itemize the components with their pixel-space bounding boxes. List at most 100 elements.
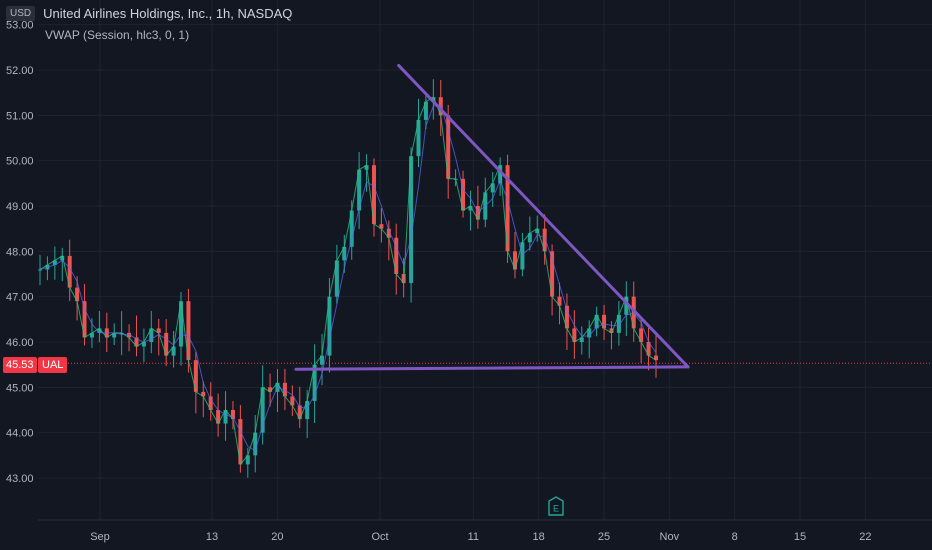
y-tick-label: 43.00 [6, 473, 34, 485]
grid [38, 0, 932, 520]
candle-body [505, 165, 510, 252]
candle-body [320, 355, 325, 365]
y-tick-label: 48.00 [6, 246, 34, 258]
candle-body [386, 228, 391, 238]
candle-body [305, 400, 310, 420]
y-tick-label: 49.00 [6, 201, 34, 213]
trendline-descending [397, 63, 690, 369]
candle-body [594, 314, 599, 329]
candle-body [639, 328, 644, 342]
y-tick-label: 47.00 [6, 292, 34, 304]
symbol-tag: UAL [38, 357, 68, 373]
candle-body [312, 364, 317, 401]
candle-body [520, 242, 525, 270]
candle-body [245, 455, 250, 465]
x-tick-label: 8 [732, 531, 738, 543]
candle-body [334, 260, 339, 297]
symbol-title[interactable]: United Airlines Holdings, Inc., 1h, NASD… [43, 6, 293, 21]
candle-body [535, 228, 540, 234]
candle-body [52, 260, 57, 265]
y-tick-label: 50.00 [6, 156, 34, 168]
x-tick-label: 20 [271, 531, 283, 543]
candle-body [579, 337, 584, 342]
candle-body [461, 178, 466, 211]
candle-body [193, 360, 198, 392]
candle-body [179, 301, 184, 347]
candle-body [253, 432, 258, 456]
x-tick-label: Sep [90, 531, 110, 543]
candle-body [238, 419, 243, 465]
candle-body [357, 169, 362, 211]
candle-body [468, 206, 473, 211]
chart-header: USD United Airlines Holdings, Inc., 1h, … [6, 6, 292, 21]
candle-body [423, 101, 428, 120]
candle-body [557, 296, 562, 306]
x-tick-label: 15 [794, 531, 806, 543]
candle-body [616, 314, 621, 333]
candle-body [38, 269, 42, 271]
candle-body [230, 410, 235, 420]
trendlines[interactable] [294, 63, 690, 371]
currency-badge[interactable]: USD [6, 6, 36, 21]
x-tick-label: 25 [598, 531, 610, 543]
candle-body [587, 328, 592, 338]
candle-body [164, 332, 169, 356]
candle-body [371, 165, 376, 225]
candle-body [82, 301, 87, 338]
candle-body [446, 115, 451, 179]
candle-body [297, 405, 302, 420]
x-tick-label: Oct [371, 531, 388, 543]
candle-body [201, 391, 206, 397]
candle-body [149, 328, 154, 342]
candle-body [127, 332, 132, 338]
candle-body [490, 183, 495, 193]
candle-body [394, 237, 399, 274]
candle-body [134, 337, 139, 347]
candle-body [527, 233, 532, 243]
candle-body [67, 255, 72, 288]
earnings-icon[interactable]: E [548, 496, 564, 516]
candle-body [97, 328, 102, 333]
candle-body [654, 355, 658, 361]
candle-body [223, 410, 228, 424]
y-tick-label: 51.00 [6, 110, 34, 122]
moving-average-line [39, 96, 657, 466]
candle-body [112, 332, 117, 338]
candle-body [602, 314, 607, 329]
vwap-line [39, 104, 657, 452]
candle-body [550, 251, 555, 297]
candle-body [349, 210, 354, 247]
candle-body [624, 296, 629, 315]
candle-body [409, 156, 414, 284]
candle-body [327, 296, 332, 356]
candle-body [379, 224, 384, 229]
y-tick-label: 53.00 [6, 20, 34, 32]
candle-body [268, 387, 273, 392]
x-tick-label: 22 [859, 531, 871, 543]
candle-body [542, 228, 547, 252]
candle-body [186, 301, 191, 361]
earnings-label: E [553, 504, 559, 514]
candle-body [208, 396, 213, 410]
x-tick-label: 18 [533, 531, 545, 543]
x-axis: Sep 13 20 Oct 11 18 25 Nov 8 15 22 [38, 519, 932, 543]
candle-body [475, 206, 480, 220]
last-price-tag: 45.53 [3, 357, 37, 373]
x-tick-label: Nov [660, 531, 680, 543]
y-tick-label: 44.00 [6, 428, 34, 440]
candle-body [290, 396, 295, 406]
y-tick-label: 45.00 [6, 382, 34, 394]
trendline-support [294, 365, 690, 371]
y-tick-label: 52.00 [6, 65, 34, 77]
candle-body [282, 382, 287, 397]
candle-body [609, 328, 614, 333]
candle-body [216, 410, 221, 424]
candle-body [342, 246, 347, 261]
indicator-legend[interactable]: VWAP (Session, hlc3, 0, 1) [45, 28, 190, 42]
x-tick-label: 11 [468, 531, 479, 543]
candle-body [141, 342, 146, 347]
candle-body [260, 387, 265, 433]
y-tick-label: 46.00 [6, 337, 34, 349]
